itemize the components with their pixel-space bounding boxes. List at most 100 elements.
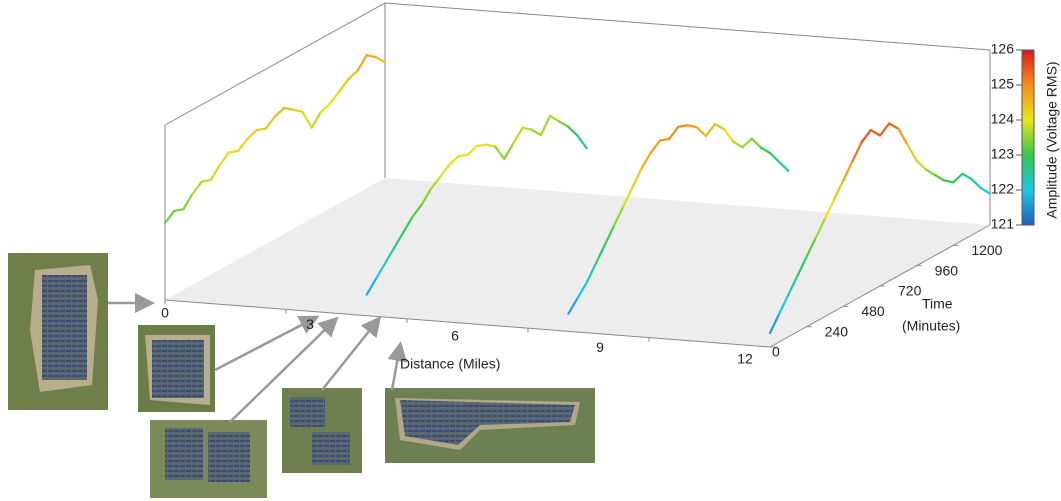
voltage-segment — [255, 127, 267, 132]
voltage-segment — [310, 110, 322, 129]
voltage-segment — [347, 69, 359, 81]
voltage-segment — [365, 54, 377, 59]
x-tick-label: 9 — [596, 339, 604, 355]
voltage-segment — [402, 215, 414, 234]
voltage-segment — [420, 187, 432, 206]
voltage-segment — [521, 126, 533, 131]
voltage-segment — [448, 155, 460, 167]
voltage-segment — [695, 126, 707, 138]
voltage-segment — [943, 179, 955, 184]
z-tick-label: 126 — [991, 41, 1015, 57]
z-tick-label: 125 — [991, 76, 1015, 92]
voltage-segment — [503, 142, 515, 161]
voltage-segment — [961, 172, 973, 181]
voltage-segment — [952, 172, 964, 184]
z-tick-label: 124 — [991, 111, 1015, 127]
voltage-segment — [915, 159, 927, 171]
axes-box: 121 122 123 124 125 126 0 3 6 9 12 0 240 480 720 960 120… — [161, 2, 1035, 366]
voltage-segment — [842, 160, 854, 182]
voltage-segment — [677, 124, 689, 128]
y-tick-label: 960 — [935, 262, 959, 278]
voltage-segment — [548, 114, 561, 123]
voltage-segment — [301, 110, 313, 129]
y-tick-label: 1200 — [971, 242, 1002, 258]
voltage-segment — [200, 178, 212, 183]
voltage-segment — [438, 163, 451, 179]
voltage-segment — [567, 125, 579, 137]
voltage-segment — [860, 128, 872, 144]
voltage-segment — [338, 78, 350, 93]
voltage-segment — [292, 108, 304, 113]
voltage-segment — [383, 246, 396, 265]
voltage-segment — [365, 277, 377, 296]
y-tick-label: 720 — [898, 283, 922, 299]
z-tick-label: 123 — [991, 146, 1015, 162]
voltage-segment — [759, 146, 772, 155]
y-axis-label: Time — [922, 296, 953, 312]
voltage-segment — [273, 106, 286, 118]
z-tick-label: 122 — [991, 181, 1015, 197]
voltage-segment — [576, 134, 588, 150]
voltage-segment — [466, 145, 478, 156]
voltage-segment — [603, 224, 616, 246]
voltage-segment — [704, 122, 717, 138]
colorbar — [1021, 49, 1035, 226]
voltage-segment — [283, 106, 295, 111]
voltage-segment — [493, 145, 506, 161]
x-tick-label: 6 — [451, 328, 459, 344]
x-tick-label: 0 — [161, 305, 169, 321]
voltage-segment — [878, 122, 891, 137]
voltage-segment — [933, 173, 946, 182]
voltage-segment — [328, 90, 341, 105]
voltage-segment — [796, 255, 808, 277]
voltage-segment — [768, 151, 781, 164]
voltage-segment — [732, 140, 744, 149]
floor — [165, 178, 990, 347]
voltage-segment — [897, 127, 909, 146]
voltage-segment — [319, 102, 332, 114]
photo-arrows — [108, 293, 408, 423]
voltage-segment — [567, 297, 579, 315]
voltage-segment — [924, 168, 937, 177]
voltage-segment — [888, 122, 900, 130]
voltage-segment — [393, 231, 405, 250]
voltage-segment — [640, 151, 652, 170]
voltage-segment — [429, 175, 442, 191]
voltage-segment — [851, 141, 863, 163]
voltage-segment — [374, 55, 387, 64]
voltage-segment — [512, 126, 524, 145]
voltage-segment — [741, 137, 753, 149]
voltage-segment — [713, 122, 726, 131]
voltage-segment — [778, 160, 790, 172]
voltage-segment — [411, 203, 423, 218]
voltage-segment — [833, 179, 845, 201]
voltage-segment — [374, 262, 387, 281]
y-tick-label: 240 — [825, 323, 849, 339]
voltage-segment — [778, 293, 790, 316]
voltage-segment — [475, 143, 487, 148]
site-photos — [8, 253, 595, 498]
voltage-segment — [613, 205, 625, 227]
z-axis-label: Amplitude (Voltage RMS) — [1044, 61, 1060, 218]
voltage-segment — [191, 180, 203, 195]
voltage-segment — [457, 153, 469, 158]
voltage-segment — [585, 262, 597, 284]
voltage-segment — [182, 192, 194, 211]
voltage-segment — [237, 137, 249, 152]
voltage-segment — [218, 151, 231, 166]
voltage-segment — [209, 163, 222, 182]
plot-area — [163, 54, 992, 335]
voltage-segment — [484, 143, 497, 148]
y-tick-label: 480 — [861, 303, 885, 319]
voltage-segment — [686, 124, 698, 129]
voltage-segment — [173, 208, 185, 213]
voltage-segment — [814, 217, 827, 239]
voltage-segment — [576, 281, 588, 300]
x-tick-label: 3 — [306, 316, 314, 332]
voltage-segment — [539, 114, 552, 137]
z-tick-label: 121 — [991, 216, 1015, 232]
voltage-segment — [768, 312, 781, 335]
voltage-segment — [558, 120, 570, 128]
voltage-segment — [787, 274, 799, 296]
